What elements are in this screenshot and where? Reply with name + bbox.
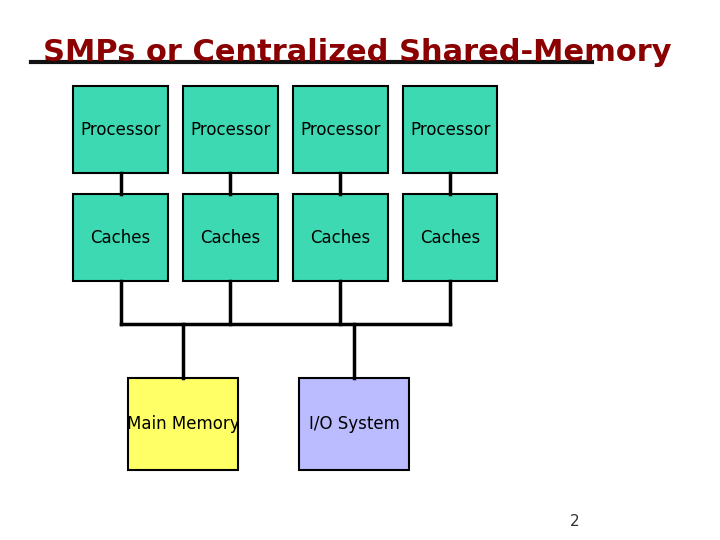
Text: Processor: Processor xyxy=(81,120,161,139)
Text: SMPs or Centralized Shared-Memory: SMPs or Centralized Shared-Memory xyxy=(42,38,671,67)
FancyBboxPatch shape xyxy=(402,194,498,281)
Text: I/O System: I/O System xyxy=(309,415,400,433)
Text: Caches: Caches xyxy=(200,228,261,247)
Text: Caches: Caches xyxy=(420,228,480,247)
Text: Processor: Processor xyxy=(190,120,271,139)
FancyBboxPatch shape xyxy=(299,378,409,470)
FancyBboxPatch shape xyxy=(402,86,498,173)
Text: Caches: Caches xyxy=(91,228,150,247)
FancyBboxPatch shape xyxy=(293,86,387,173)
FancyBboxPatch shape xyxy=(183,194,278,281)
FancyBboxPatch shape xyxy=(293,194,387,281)
FancyBboxPatch shape xyxy=(183,86,278,173)
Text: Caches: Caches xyxy=(310,228,370,247)
FancyBboxPatch shape xyxy=(73,86,168,173)
Text: Processor: Processor xyxy=(300,120,380,139)
FancyBboxPatch shape xyxy=(73,194,168,281)
FancyBboxPatch shape xyxy=(128,378,238,470)
Text: 2: 2 xyxy=(570,514,580,529)
Text: Processor: Processor xyxy=(410,120,490,139)
Text: Main Memory: Main Memory xyxy=(127,415,240,433)
